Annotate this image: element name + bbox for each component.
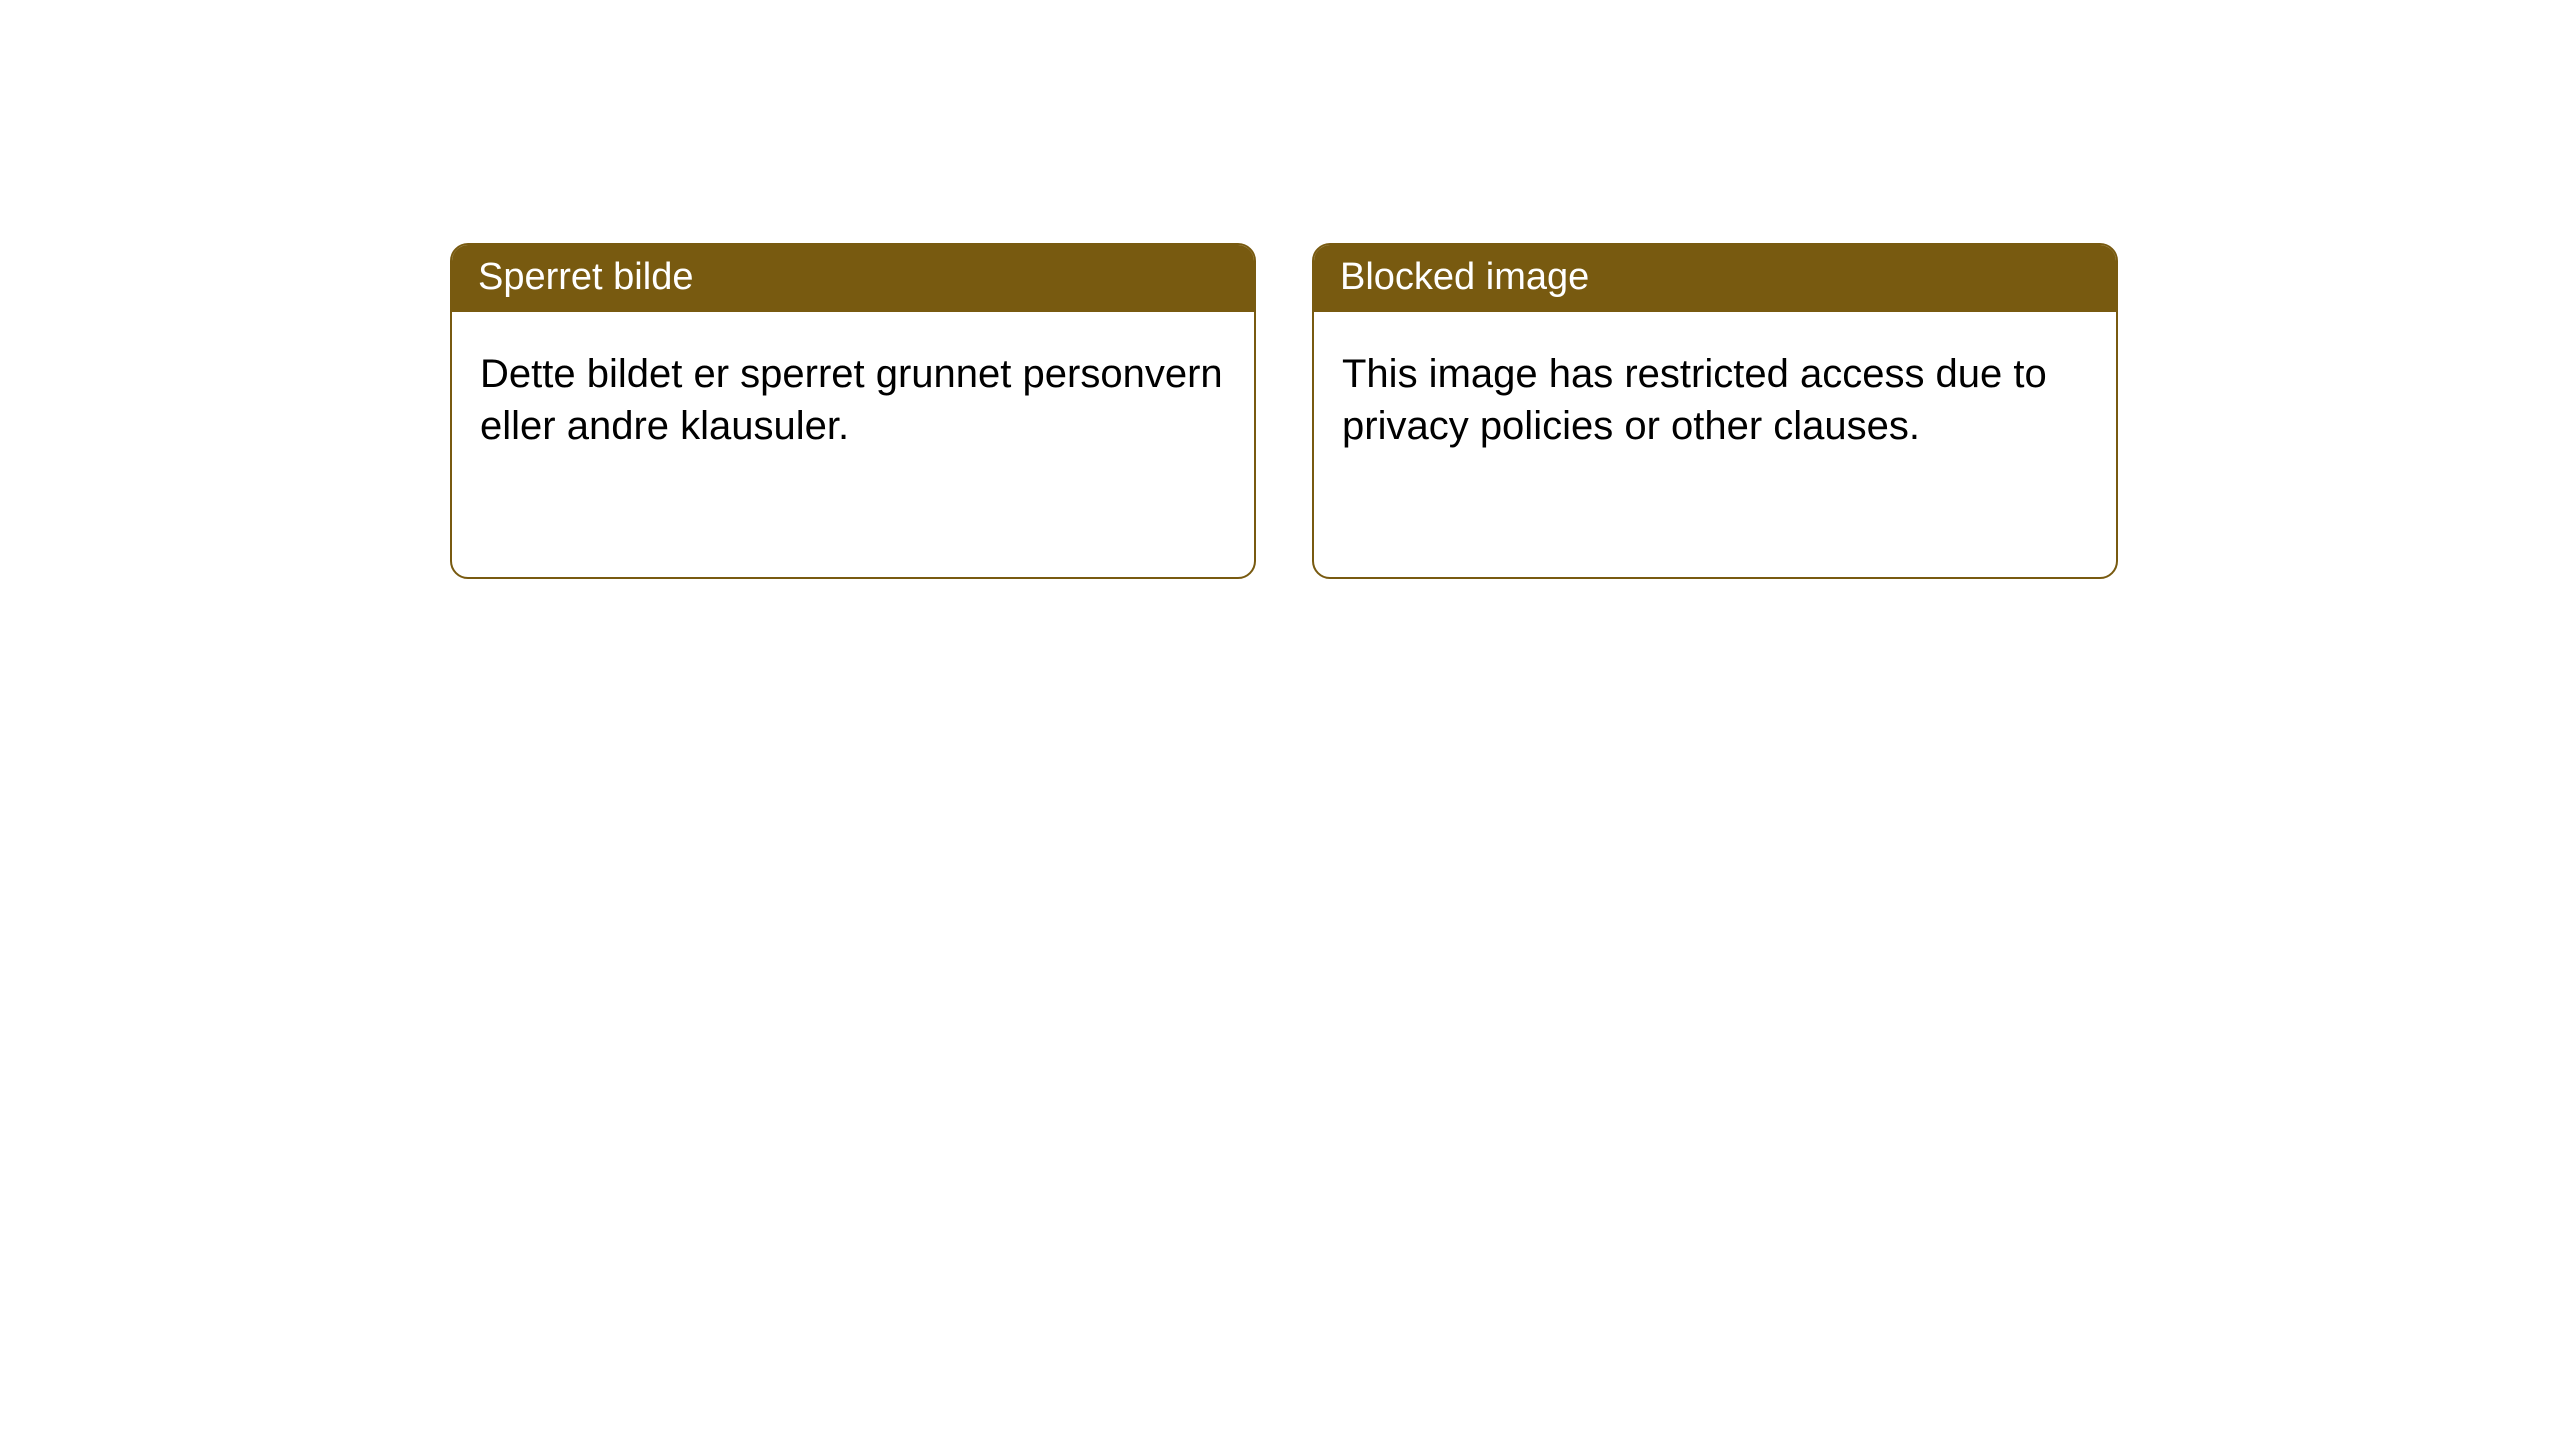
notice-box-norwegian: Sperret bilde Dette bildet er sperret gr…: [450, 243, 1256, 579]
notice-container: Sperret bilde Dette bildet er sperret gr…: [450, 243, 2118, 579]
notice-body-norwegian: Dette bildet er sperret grunnet personve…: [452, 312, 1254, 472]
notice-title-english: Blocked image: [1314, 245, 2116, 312]
notice-body-english: This image has restricted access due to …: [1314, 312, 2116, 472]
notice-title-norwegian: Sperret bilde: [452, 245, 1254, 312]
notice-box-english: Blocked image This image has restricted …: [1312, 243, 2118, 579]
